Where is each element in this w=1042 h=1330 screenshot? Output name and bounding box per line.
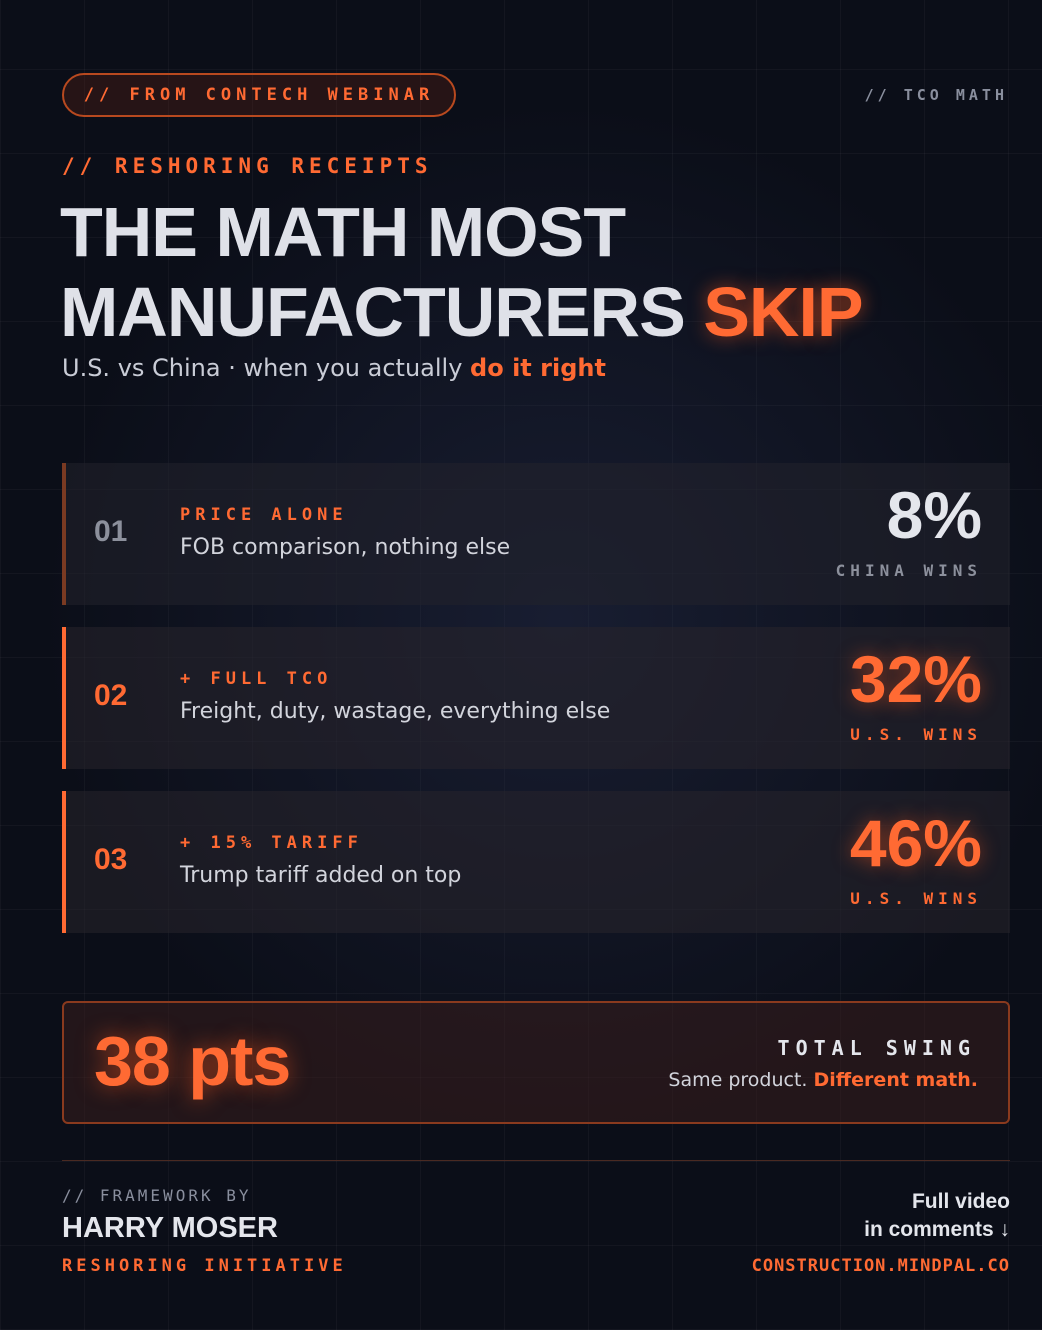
footer-url[interactable]: CONSTRUCTION.MINDPAL.CO [751, 1256, 1010, 1276]
row-note: CHINA WINS [835, 561, 982, 580]
row-label: + FULL TCO [180, 669, 333, 689]
subtitle-highlight: do it right [470, 354, 606, 382]
summary-label: TOTAL SWING [777, 1036, 976, 1060]
divider [62, 1160, 1010, 1161]
row-note: U.S. WINS [850, 889, 982, 908]
summary-card: 38 pts TOTAL SWING Same product. Differe… [62, 1001, 1010, 1124]
kicker: // RESHORING RECEIPTS [62, 154, 433, 178]
row-description: Trump tariff added on top [180, 863, 462, 888]
footer-by: // FRAMEWORK BY [62, 1186, 252, 1205]
title-line: MANUFACTURERS SKIP [60, 272, 864, 352]
title-text: MANUFACTURERS [60, 273, 686, 351]
row-note: U.S. WINS [850, 725, 982, 744]
subtitle-text: U.S. vs China · when you actually [62, 354, 463, 382]
tag: // TCO MATH [864, 86, 1008, 104]
footer-name: HARRY MOSER [62, 1212, 278, 1244]
row-card: 02 + FULL TCO Freight, duty, wastage, ever… [62, 627, 1010, 769]
summary-value: 38 pts [94, 1022, 291, 1100]
summary-text: Same product. Different math. [668, 1069, 978, 1091]
row-label: PRICE ALONE [180, 505, 348, 525]
row-card: 01 PRICE ALONE FOB comparison, nothing els… [62, 463, 1010, 605]
badge: // FROM CONTECH WEBINAR [62, 73, 456, 117]
row-value: 46% [849, 806, 982, 880]
row-number: 01 [94, 515, 128, 548]
row-description: FOB comparison, nothing else [180, 535, 511, 560]
row-label: + 15% TARIFF [180, 833, 363, 853]
row-number: 02 [94, 679, 128, 712]
row-description: Freight, duty, wastage, everything else [180, 699, 611, 724]
row-number: 03 [94, 843, 128, 876]
subtitle: U.S. vs China · when you actually do it … [62, 354, 606, 382]
title-line: THE MATH MOST [60, 193, 626, 271]
footer-org: RESHORING INITIATIVE [62, 1256, 347, 1276]
footer-cta: Full video [911, 1190, 1010, 1213]
footer-cta: in comments ↓ [864, 1218, 1010, 1241]
row-value: 8% [886, 478, 982, 552]
summary-highlight: Different math. [813, 1069, 979, 1091]
summary-plain: Same product. [668, 1069, 808, 1091]
row-card: 03 + 15% TARIFF Trump tariff added on top 4… [62, 791, 1010, 933]
title-highlight: SKIP [703, 273, 863, 351]
row-value: 32% [849, 642, 982, 716]
